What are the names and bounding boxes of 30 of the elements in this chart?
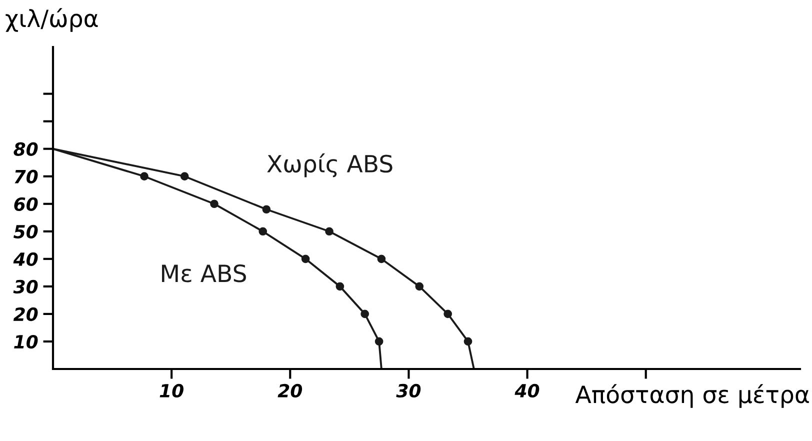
point: [262, 205, 271, 214]
point: [360, 310, 370, 318]
y-tick-label: 10: [14, 334, 38, 349]
point: [140, 172, 148, 181]
y-tick-label: 40: [13, 252, 38, 266]
y-tick-label: 70: [14, 170, 38, 184]
x-tick-label: 40: [514, 384, 540, 398]
point: [464, 337, 472, 346]
point: [258, 227, 268, 236]
y-tick-label: 30: [13, 280, 38, 294]
point: [415, 282, 424, 291]
point: [444, 310, 452, 318]
x-tick-label: 10: [160, 384, 184, 398]
y-tick-label: 50: [14, 224, 38, 239]
x-tick-label: 30: [396, 384, 421, 398]
point: [377, 254, 386, 264]
y-tick-label: 80: [14, 142, 38, 156]
point: [210, 200, 218, 208]
x-tick-label: 20: [278, 384, 302, 398]
point: [325, 227, 334, 236]
point: [336, 282, 344, 291]
series-label: Με ABS: [162, 264, 246, 282]
x-axis-title: Απόσταση σε μέτρα: [575, 384, 809, 408]
y-tick-label: 60: [14, 197, 38, 212]
point: [374, 337, 384, 346]
point: [301, 254, 310, 264]
series-label: Χωρίς ABS: [267, 153, 392, 178]
y-tick-label: 20: [13, 307, 38, 322]
y-axis-title: χιλ/ώρα: [6, 8, 98, 32]
point: [180, 172, 189, 181]
